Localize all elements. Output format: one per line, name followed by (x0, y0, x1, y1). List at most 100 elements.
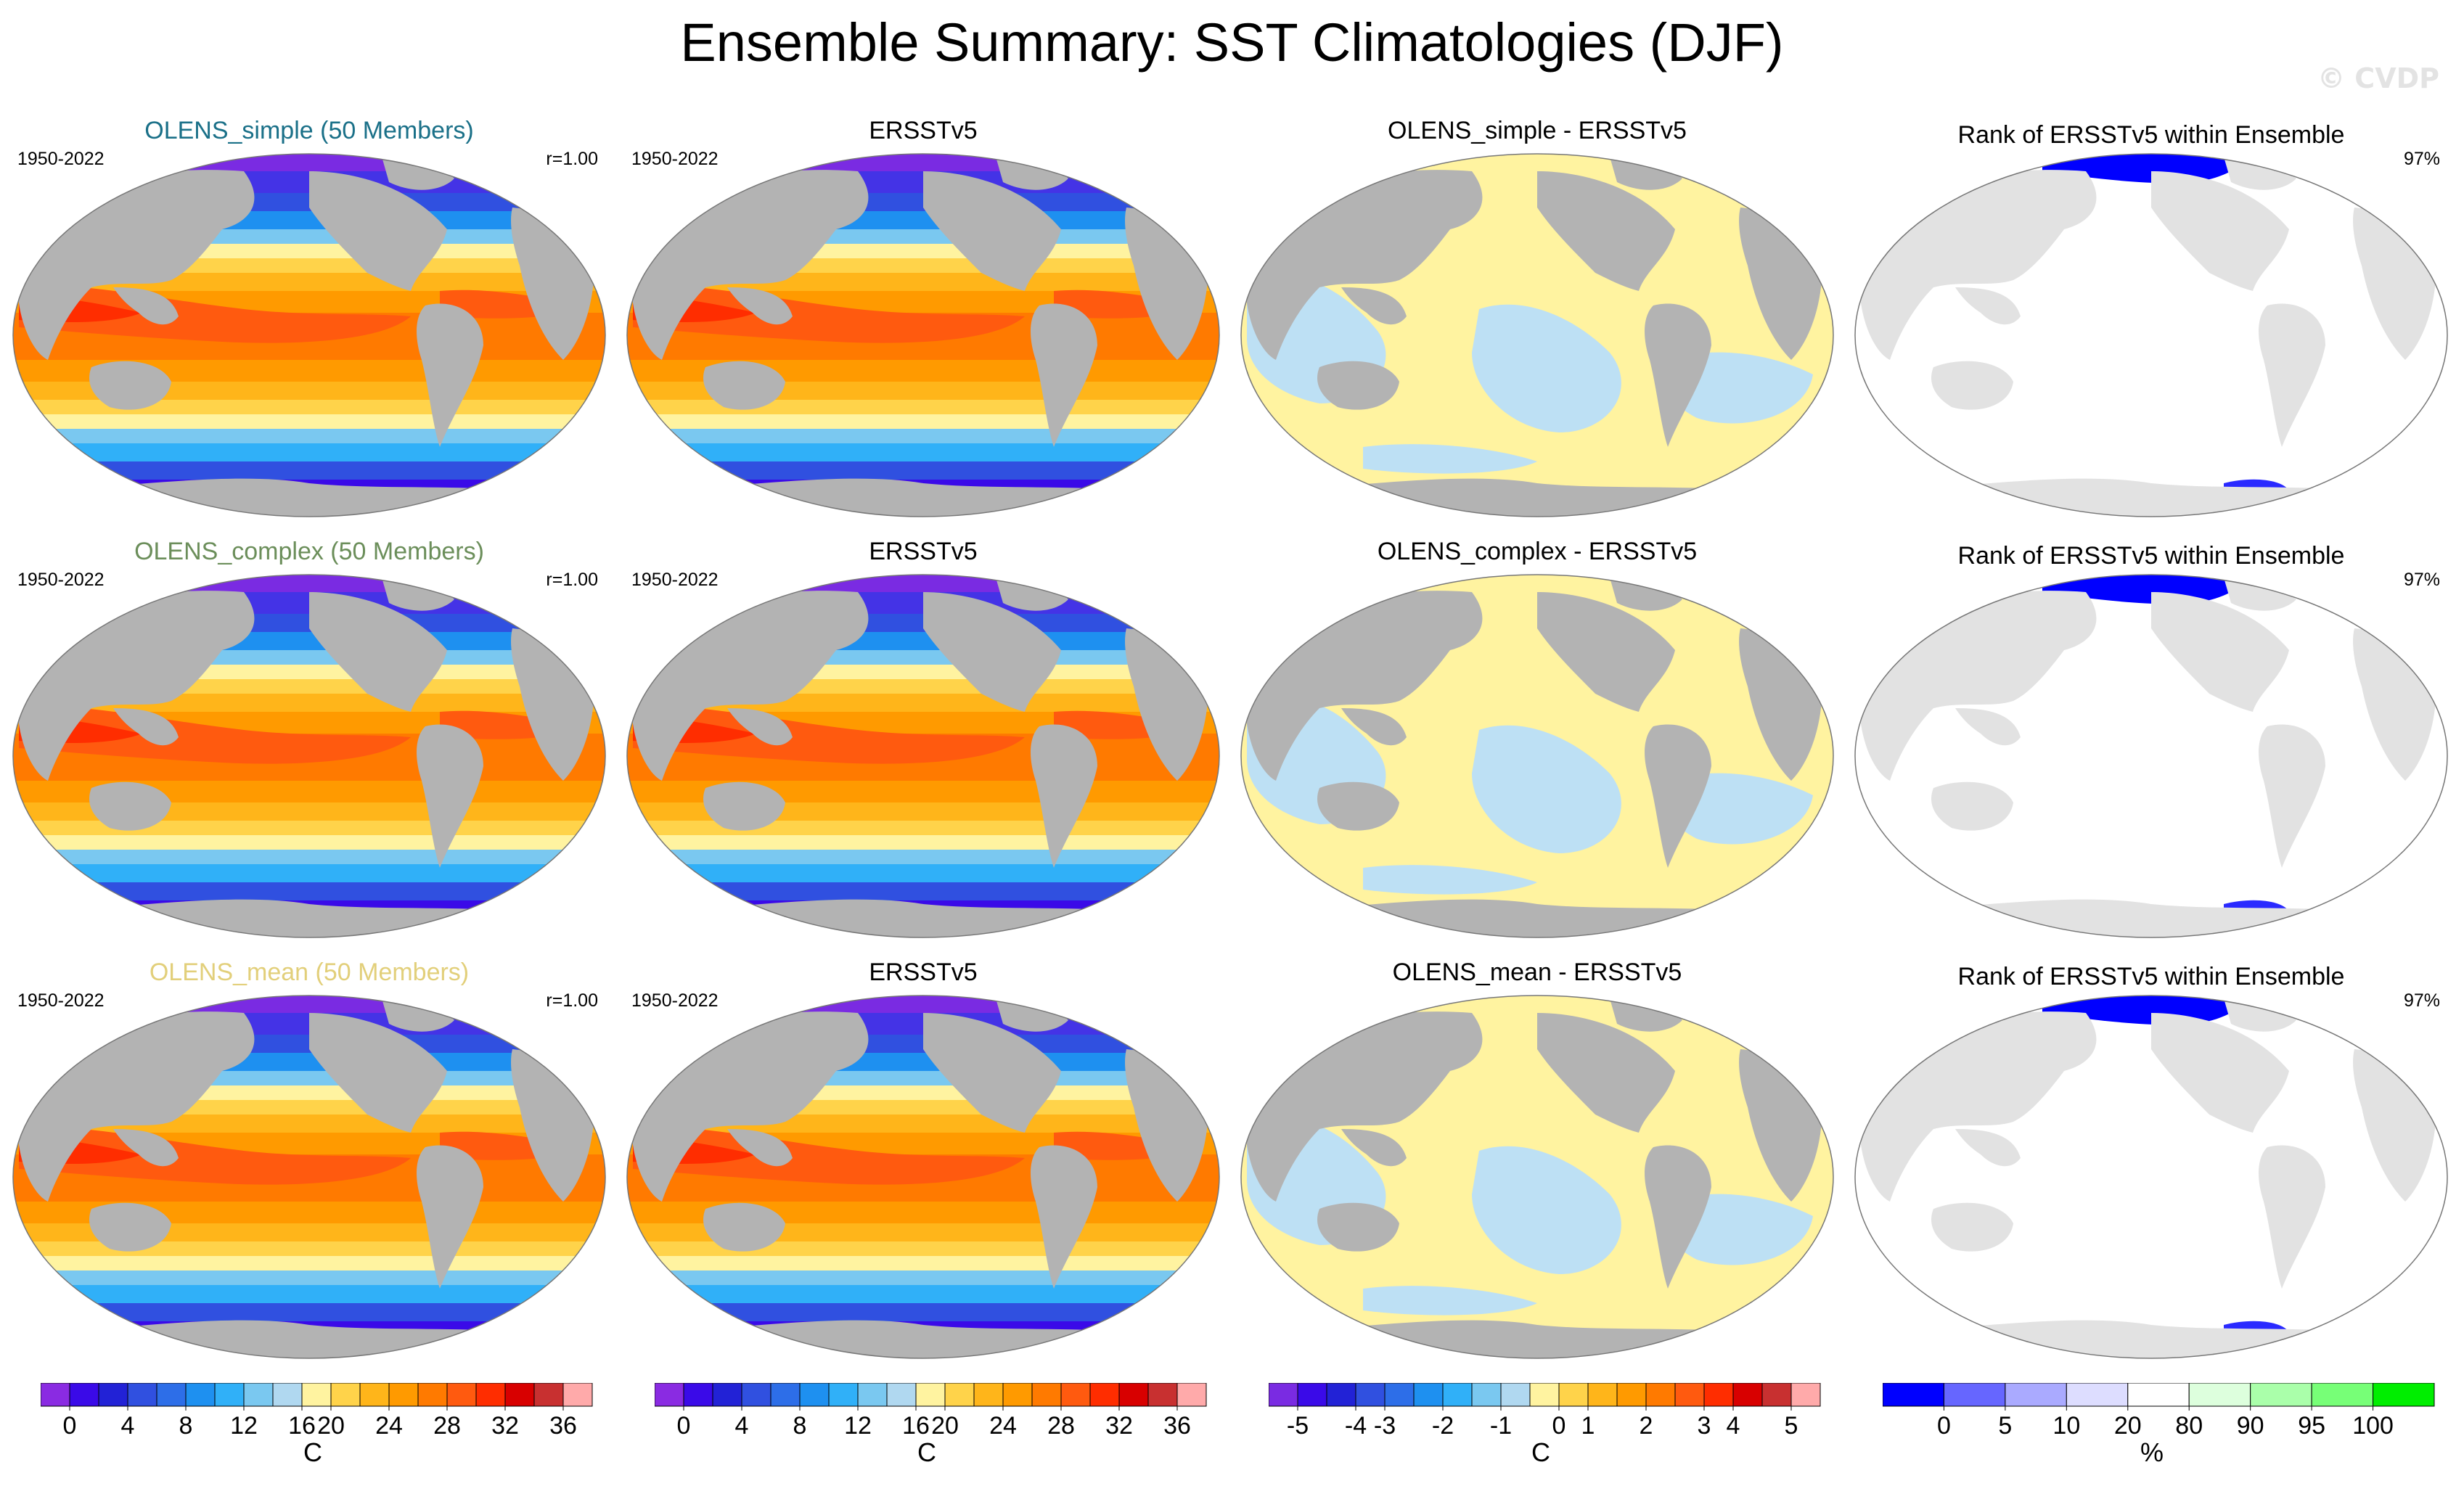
sst-band (13, 429, 605, 443)
warm-pool (633, 285, 1025, 343)
map-outline (12, 153, 606, 517)
colorbar-swatch (69, 1383, 99, 1407)
colorbar-swatch (1587, 1383, 1618, 1407)
land-mass (417, 724, 483, 868)
colorbar-label: 4 (121, 1412, 135, 1440)
negative-region (1472, 304, 1621, 432)
land-mass (62, 899, 556, 937)
panel-title: ERSSTv5 (869, 117, 978, 144)
rank-percent-label: 97% (2403, 149, 2440, 169)
rank-low-arctic (2042, 996, 2253, 1025)
colorbar-label: 5 (1998, 1412, 2012, 1440)
colorbar-swatch (2373, 1383, 2435, 1407)
panel-rank-row1: Rank of ERSSTv5 within Ensemble 97% (1846, 116, 2456, 537)
colorbar-swatch (1943, 1383, 2006, 1407)
land-mass (1031, 1145, 1097, 1289)
panel-title: OLENS_complex (50 Members) (134, 538, 484, 565)
land-mass (1955, 1129, 2021, 1167)
sst-band (627, 864, 1219, 882)
colorbar-swatch (973, 1383, 1004, 1407)
colorbar-difference: -5 -4 -3 -2 -1 0 1 2 3 4 5 C (1269, 1383, 1827, 1470)
colorbar-swatch (770, 1383, 801, 1407)
colorbar-label: 32 (1105, 1412, 1133, 1440)
colorbar-label: -3 (1374, 1412, 1396, 1440)
sst-band (627, 154, 1219, 171)
land-mass (2224, 998, 2296, 1032)
sst-map (4, 142, 614, 534)
land-mass (2151, 171, 2289, 291)
colorbar-swatch (417, 1383, 448, 1407)
colorbar-swatch (712, 1383, 742, 1407)
land-mass (1610, 577, 1682, 611)
land-mass (1537, 592, 1675, 712)
sst-band (627, 429, 1219, 443)
land-mass (1955, 708, 2021, 746)
land-mass (676, 899, 1170, 937)
colorbar-label: 0 (63, 1412, 77, 1440)
land-mass (309, 1013, 447, 1133)
colorbar-swatch (1413, 1383, 1444, 1407)
colorbar-swatch (1297, 1383, 1327, 1407)
land-mass (2224, 156, 2296, 190)
colorbar-unit: C (917, 1437, 936, 1467)
colorbar-label: 0 (677, 1412, 691, 1440)
panel-title: Rank of ERSSTv5 within Ensemble (1957, 121, 2345, 149)
sst-band (627, 443, 1219, 461)
colorbar-label: 4 (735, 1412, 749, 1440)
warm-pool (19, 706, 411, 764)
land-mass (923, 171, 1061, 291)
warm-pool (19, 1127, 411, 1185)
land-mass (1610, 998, 1682, 1032)
colorbar-swatch (1558, 1383, 1589, 1407)
negative-region (1363, 444, 1537, 474)
land-mass (2151, 1013, 2289, 1133)
panel-rank-row2: Rank of ERSSTv5 within Ensemble 97% (1846, 537, 2456, 958)
panel-obs-row1: ERSSTv5 1950-2022 (618, 116, 1228, 537)
colorbar-label: 80 (2175, 1412, 2203, 1440)
colorbar-swatch (915, 1383, 946, 1407)
rank-percent-label: 97% (2403, 990, 2440, 1011)
panel-diff-row3: OLENS_mean - ERSSTv5 (1232, 958, 1842, 1379)
sst-band (627, 1271, 1219, 1285)
sst-band (13, 996, 605, 1013)
colorbar-swatch (1355, 1383, 1386, 1407)
colorbar-swatch (1176, 1383, 1207, 1407)
panel-title: OLENS_simple - ERSSTv5 (1388, 117, 1687, 144)
colorbar-swatch (301, 1383, 332, 1407)
colorbar-swatch (655, 1383, 684, 1407)
colorbar-swatch (1529, 1383, 1560, 1407)
period-label: 1950-2022 (631, 570, 719, 590)
land-mass (1341, 708, 1407, 746)
sst-band (627, 850, 1219, 864)
rank-map (1846, 142, 2456, 534)
land-mass (382, 156, 454, 190)
colorbar-label: 3 (1698, 1412, 1711, 1440)
sst-band (13, 461, 605, 480)
colorbar-swatch (1732, 1383, 1763, 1407)
land-mass (309, 171, 447, 291)
colorbar-unit: C (303, 1437, 322, 1467)
rank-low-arctic (2042, 575, 2253, 604)
sst-band (627, 1241, 1219, 1256)
panel-title: OLENS_complex - ERSSTv5 (1377, 538, 1698, 565)
sst-band (13, 1271, 605, 1285)
map-outline (1240, 574, 1834, 938)
colorbar-label: 24 (989, 1412, 1017, 1440)
sst-band (627, 821, 1219, 835)
colorbar-swatch (533, 1383, 564, 1407)
colorbar-swatch (2188, 1383, 2251, 1407)
colorbar-label: 95 (2298, 1412, 2325, 1440)
colorbar-swatch (1471, 1383, 1502, 1407)
colorbar-label: 4 (1727, 1412, 1740, 1440)
warm-pool (19, 285, 411, 343)
panel-title: Rank of ERSSTv5 within Ensemble (1957, 963, 2345, 990)
colorbar-rank: 0 5 10 20 80 90 95 100 % (1883, 1383, 2442, 1470)
sst-map (618, 984, 1228, 1376)
land-mass (1955, 287, 2021, 325)
colorbar-swatch (857, 1383, 888, 1407)
colorbar-swatch (741, 1383, 771, 1407)
land-mass (727, 708, 793, 746)
sst-band (13, 850, 605, 864)
colorbar-sst-model: 0 4 8 12 16 20 24 28 32 36 C (41, 1383, 599, 1470)
warm-pool (633, 706, 1025, 764)
